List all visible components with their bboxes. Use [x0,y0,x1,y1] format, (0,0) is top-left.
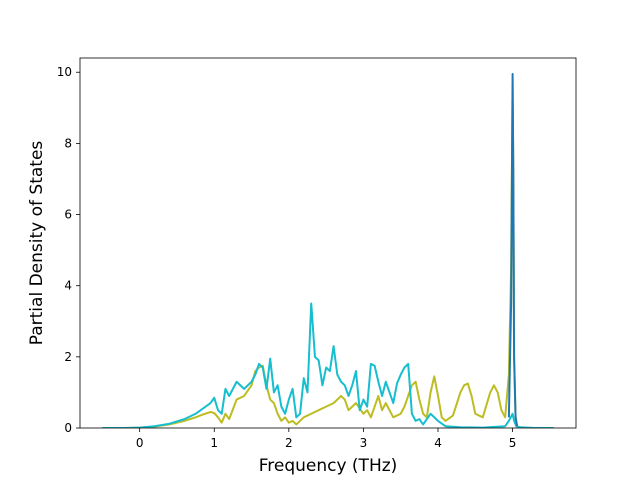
y-axis-ticks: 0 2 4 6 8 10 [57,65,80,435]
plot-frame [79,57,577,429]
y-axis-label: Partial Density of States [27,141,47,346]
y-tick-label: 8 [64,136,72,150]
x-tick-label: 4 [434,436,442,450]
pdos-series-line-3 [507,73,519,427]
x-axis-label: Frequency (THz) [259,456,398,476]
x-tick-label: 3 [360,436,368,450]
pdos-series-line-2 [102,302,554,428]
x-tick-label: 2 [285,436,293,450]
y-tick-label: 2 [64,350,72,364]
pdos-series-line-1 [102,85,554,428]
x-axis-ticks: 0 1 2 3 4 5 [136,428,517,450]
x-tick-label: 5 [509,436,517,450]
y-tick-label: 0 [64,421,72,435]
y-tick-label: 4 [64,279,72,293]
x-tick-label: 0 [136,436,144,450]
x-tick-label: 1 [210,436,218,450]
y-tick-label: 10 [57,65,72,79]
y-tick-label: 6 [64,208,72,222]
series-layer [102,73,554,428]
